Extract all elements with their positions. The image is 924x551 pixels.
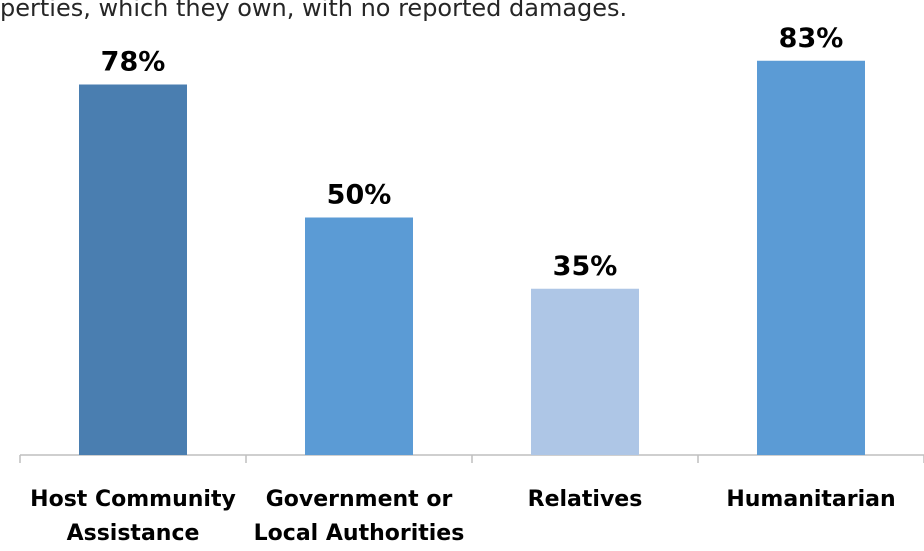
category-label: Relatives bbox=[528, 487, 643, 512]
bar bbox=[79, 84, 187, 455]
data-label: 83% bbox=[779, 23, 844, 54]
data-label: 50% bbox=[327, 180, 392, 211]
category-label: Humanitarian bbox=[726, 487, 895, 512]
data-label: 78% bbox=[101, 47, 166, 78]
category-label: Host Community bbox=[30, 487, 236, 512]
data-label: 35% bbox=[553, 251, 618, 282]
category-label: Local Authorities bbox=[254, 521, 465, 546]
category-label: Assistance bbox=[67, 521, 200, 546]
bar bbox=[305, 217, 413, 455]
category-label: Government or bbox=[266, 487, 453, 512]
plot-area: 78% Host Community Assistance 50% Government… bbox=[19, 23, 924, 546]
chart-caption-fragment: perties, which they own, with no reporte… bbox=[0, 0, 628, 22]
bar bbox=[531, 288, 639, 455]
bar bbox=[757, 60, 865, 455]
